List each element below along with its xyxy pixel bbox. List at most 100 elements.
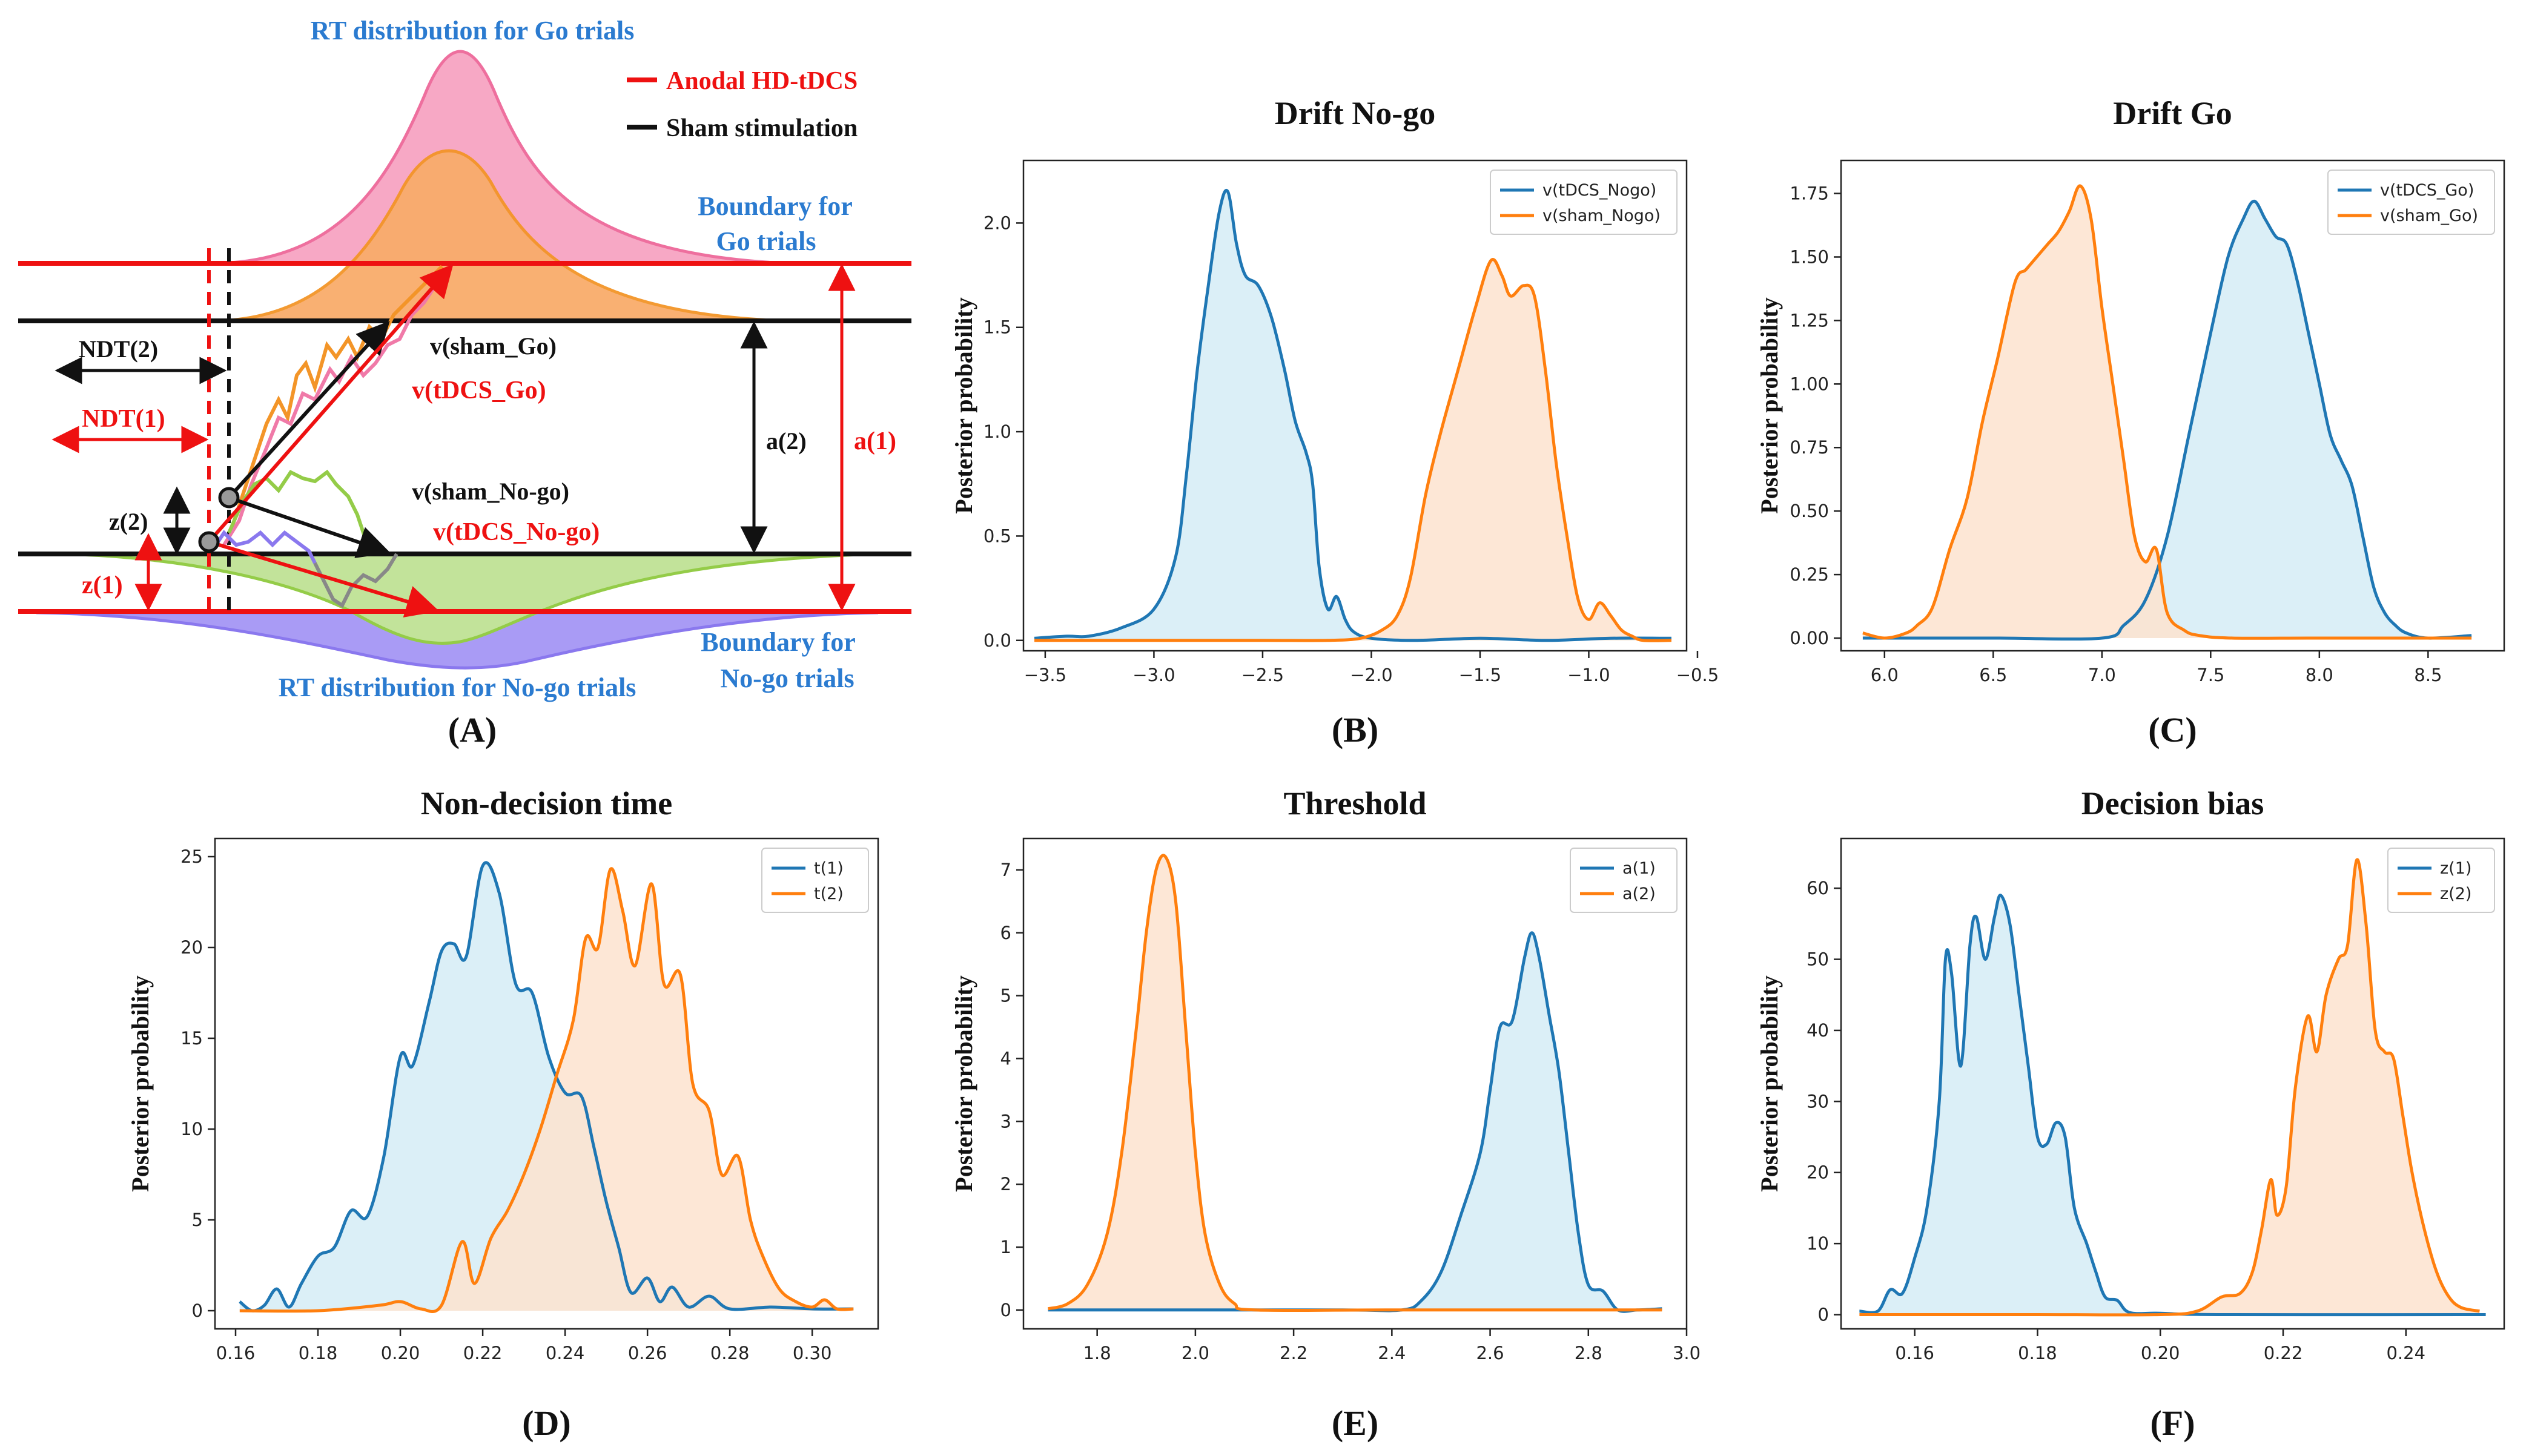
x-tick-label: 0.16 — [1895, 1343, 1934, 1363]
series-line-1 — [1859, 894, 2486, 1317]
legend: a(1) a(2) — [1570, 848, 1678, 913]
series-fill-1 — [1859, 895, 2486, 1315]
x-tick-label: 0.30 — [793, 1343, 832, 1363]
panel-label-a: (A) — [448, 710, 497, 749]
v-tdcs-nogo-arrow — [208, 540, 440, 618]
z2-label: z(2) — [109, 508, 148, 535]
y-tick-label: 0 — [1000, 1300, 1011, 1320]
legend-label: a(1) — [1622, 859, 1656, 878]
y-tick-label: 1.00 — [1790, 374, 1829, 394]
chart-panel-f: Decision bias (F) Posterior probability 0.1… — [1756, 785, 2505, 1443]
go-rt-title: RT distribution for Go trials — [311, 16, 635, 45]
x-tick-label: −0.5 — [1676, 665, 1719, 685]
y-tick-label: 0.00 — [1790, 628, 1829, 648]
legend: t(1) t(2) — [761, 848, 869, 913]
y-tick-label: 15 — [180, 1028, 203, 1049]
chart-title: Threshold — [1283, 785, 1426, 822]
y-tick-label: 5 — [1000, 986, 1011, 1006]
y-tick-label: 0.25 — [1790, 564, 1829, 585]
series-line-1 — [1034, 189, 1671, 642]
x-tick-label: 7.0 — [2088, 665, 2116, 685]
nogo-path-purple — [210, 530, 317, 564]
y-tick-label: 0.50 — [1790, 501, 1829, 521]
nogo-path-gray — [313, 553, 398, 608]
series-fill-1 — [239, 862, 854, 1311]
y-tick-label: 2 — [1000, 1174, 1011, 1194]
panel-label: (F) — [2150, 1403, 2195, 1443]
y-axis-label: Posterior probability — [127, 975, 154, 1191]
v-sham-nogo-arrow — [228, 496, 391, 558]
y-tick-label: 10 — [1807, 1233, 1829, 1254]
go-path-orange — [228, 265, 444, 533]
x-tick-label: 2.8 — [1575, 1343, 1602, 1363]
plot-area — [1034, 189, 1671, 642]
legend: v(tDCS_Nogo) v(sham_Nogo) — [1490, 170, 1678, 235]
y-tick-label: 1.25 — [1790, 310, 1829, 331]
plot-area — [1859, 858, 2486, 1317]
y-tick-label: 1.0 — [984, 421, 1011, 442]
legend-label: a(2) — [1622, 884, 1656, 903]
series-line-2 — [239, 867, 854, 1313]
y-tick-label: 0.5 — [984, 525, 1011, 546]
y-tick-label: 30 — [1807, 1091, 1829, 1112]
a1-label: a(1) — [854, 427, 896, 455]
y-tick-label: 20 — [1807, 1162, 1829, 1183]
axes-frame — [1022, 159, 1688, 652]
x-tick-label: 0.18 — [2018, 1343, 2057, 1363]
x-tick-label: 0.16 — [216, 1343, 256, 1363]
z1-label: z(1) — [82, 572, 123, 599]
x-tick-label: 0.22 — [2264, 1343, 2303, 1363]
y-tick-label: 1.50 — [1790, 246, 1829, 267]
legend: z(1) z(2) — [2387, 848, 2495, 913]
panel-a-schematic: RT distribution for Go trials Anodal HD-… — [18, 16, 911, 749]
series-fill-2 — [1859, 859, 2480, 1315]
y-tick-label: 1.5 — [984, 317, 1011, 338]
x-tick-label: −3.5 — [1024, 665, 1066, 685]
y-tick-label: 1 — [1000, 1237, 1011, 1257]
plot-area — [1862, 184, 2472, 641]
x-tick-label: 2.6 — [1476, 1343, 1504, 1363]
y-tick-label: 1.75 — [1790, 183, 1829, 204]
y-tick-label: 10 — [180, 1119, 203, 1139]
panel-label: (E) — [1332, 1403, 1378, 1443]
series-fill-1 — [1862, 201, 2472, 639]
y-tick-label: 5 — [192, 1210, 203, 1230]
nogo-rt-title: RT distribution for No-go trials — [279, 673, 636, 702]
x-tick-label: −1.0 — [1567, 665, 1610, 685]
v-tdcs-nogo-label: v(tDCS_No-go) — [433, 518, 600, 546]
axes-frame — [1022, 837, 1688, 1330]
x-tick-label: 0.22 — [463, 1343, 503, 1363]
x-tick-label: −2.5 — [1241, 665, 1284, 685]
legend-label: t(2) — [814, 884, 844, 903]
series-line-2 — [1034, 258, 1671, 642]
plot-area — [239, 861, 854, 1313]
y-tick-label: 0 — [192, 1300, 203, 1321]
chart-panel-b: Drift No-go (B) Posterior probability −3.5 −… — [950, 95, 1719, 749]
start-point-sham — [218, 487, 240, 509]
legend-box — [2387, 848, 2495, 913]
legend-label: v(tDCS_Go) — [2380, 181, 2474, 200]
y-tick-label: 6 — [1000, 923, 1011, 943]
series-line-1 — [1862, 199, 2472, 641]
x-tick-label: 3.0 — [1673, 1343, 1701, 1363]
boundary-go-label-line2: Go trials — [716, 226, 816, 256]
y-tick-label: 25 — [180, 846, 203, 867]
x-tick-label: 0.24 — [2386, 1343, 2425, 1363]
y-tick-label: 0.75 — [1790, 437, 1829, 458]
legend-label: v(sham_Nogo) — [1542, 206, 1661, 225]
x-tick-label: 0.26 — [628, 1343, 667, 1363]
series-fill-2 — [1862, 185, 2472, 639]
y-tick-label: 0.0 — [984, 630, 1011, 651]
y-tick-label: 7 — [1000, 860, 1011, 880]
go-rt-distribution-sham — [217, 50, 788, 265]
panel-label: (D) — [522, 1403, 571, 1443]
x-tick-label: 8.5 — [2414, 665, 2442, 685]
boundary-nogo-label-line1: Boundary for — [701, 627, 855, 657]
v-tdcs-go-label: v(tDCS_Go) — [412, 377, 546, 404]
y-axis-label: Posterior probability — [1756, 975, 1783, 1191]
x-tick-label: −3.0 — [1132, 665, 1175, 685]
a2-label: a(2) — [766, 427, 807, 455]
legend-label: z(2) — [2440, 884, 2471, 903]
boundary-go-label-line1: Boundary for — [698, 191, 852, 221]
y-tick-label: 0 — [1818, 1305, 1829, 1325]
